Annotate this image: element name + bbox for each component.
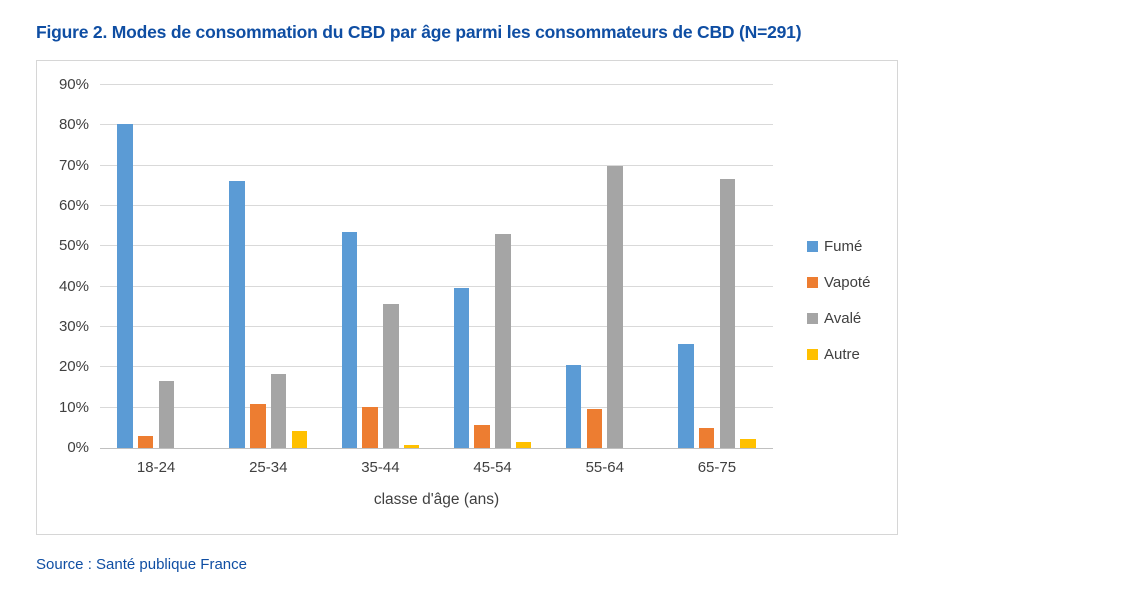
x-tick-label: 35-44 [361, 459, 400, 476]
bar-fumé-25-34 [229, 181, 245, 448]
bar-vapoté-55-64 [586, 409, 603, 448]
bar-vapoté-45-54 [474, 425, 490, 448]
legend-item-avalé: Avalé [807, 310, 870, 327]
chart-container: 0% 10% 20% 30% 40% 50% 60% 70% 80% 90% 18-24 25-34… [36, 60, 898, 535]
y-tick-label: 10% [58, 398, 89, 416]
legend-swatch-icon [807, 241, 818, 252]
y-tick-label: 20% [58, 358, 89, 376]
bar-autre-25-34 [291, 431, 308, 448]
y-axis: 0% 10% 20% 30% 40% 50% 60% 70% 80% 90% [37, 61, 89, 534]
y-tick-label: 80% [58, 116, 89, 134]
y-tick-label: 50% [58, 237, 89, 255]
bar-avalé-55-64 [607, 166, 623, 448]
bar-avalé-35-44 [383, 304, 399, 448]
legend-swatch-icon [807, 349, 818, 360]
y-tick-label: 70% [58, 156, 89, 174]
bar-vapoté-25-34 [250, 403, 266, 448]
y-tick-label: 60% [58, 197, 89, 214]
gridline [100, 326, 773, 327]
y-tick-label: 40% [58, 277, 89, 295]
legend-label: Vapoté [824, 274, 871, 291]
bar-autre-65-75 [740, 438, 756, 448]
gridline [100, 164, 773, 166]
gridline [100, 124, 773, 126]
gridline [100, 245, 773, 247]
gridline [100, 84, 773, 85]
bar-fumé-65-75 [678, 343, 694, 448]
bar-vapoté-35-44 [362, 407, 378, 448]
x-tick-label: 65-75 [697, 459, 737, 476]
y-tick-label: 0% [67, 439, 89, 456]
legend: Fumé Vapoté Avalé Autre [807, 238, 871, 363]
plot-area [100, 84, 773, 449]
x-tick-label: 18-24 [136, 459, 176, 476]
bar-vapoté-65-75 [698, 427, 715, 448]
bar-fumé-18-24 [117, 124, 133, 448]
legend-label: Fumé [824, 238, 863, 255]
bar-autre-45-54 [515, 441, 532, 448]
x-tick-label: 45-54 [473, 459, 512, 476]
x-axis: 18-24 25-34 35-44 45-54 55-64 65-75 [100, 459, 773, 479]
bar-fumé-45-54 [453, 288, 470, 448]
bar-avalé-45-54 [495, 234, 511, 448]
legend-swatch-icon [807, 313, 818, 324]
legend-item-fumé: Fumé [807, 238, 870, 255]
bar-vapoté-18-24 [137, 435, 154, 448]
y-tick-label: 90% [58, 76, 89, 93]
gridline [100, 406, 773, 408]
figure-title: Figure 2. Modes de consommation du CBD p… [36, 22, 802, 42]
bar-fumé-55-64 [565, 365, 582, 448]
y-tick-label: 30% [58, 318, 89, 335]
bar-avalé-25-34 [270, 373, 287, 448]
legend-item-autre: Autre [807, 346, 870, 363]
bar-avalé-65-75 [719, 178, 736, 448]
legend-label: Autre [824, 346, 860, 363]
x-tick-label: 25-34 [249, 459, 288, 476]
legend-item-vapoté: Vapoté [807, 274, 871, 291]
bar-autre-35-44 [403, 445, 420, 448]
gridline [100, 366, 773, 368]
gridline [100, 285, 773, 287]
x-axis-title: classe d'âge (ans) [373, 491, 500, 508]
x-axis-line [100, 447, 773, 449]
x-tick-label: 55-64 [585, 459, 624, 476]
gridline [100, 205, 773, 206]
legend-label: Avalé [824, 310, 862, 327]
bar-avalé-18-24 [158, 381, 175, 448]
source-note: Source : Santé publique France [36, 556, 247, 573]
bar-fumé-35-44 [341, 232, 358, 448]
legend-swatch-icon [807, 277, 818, 288]
